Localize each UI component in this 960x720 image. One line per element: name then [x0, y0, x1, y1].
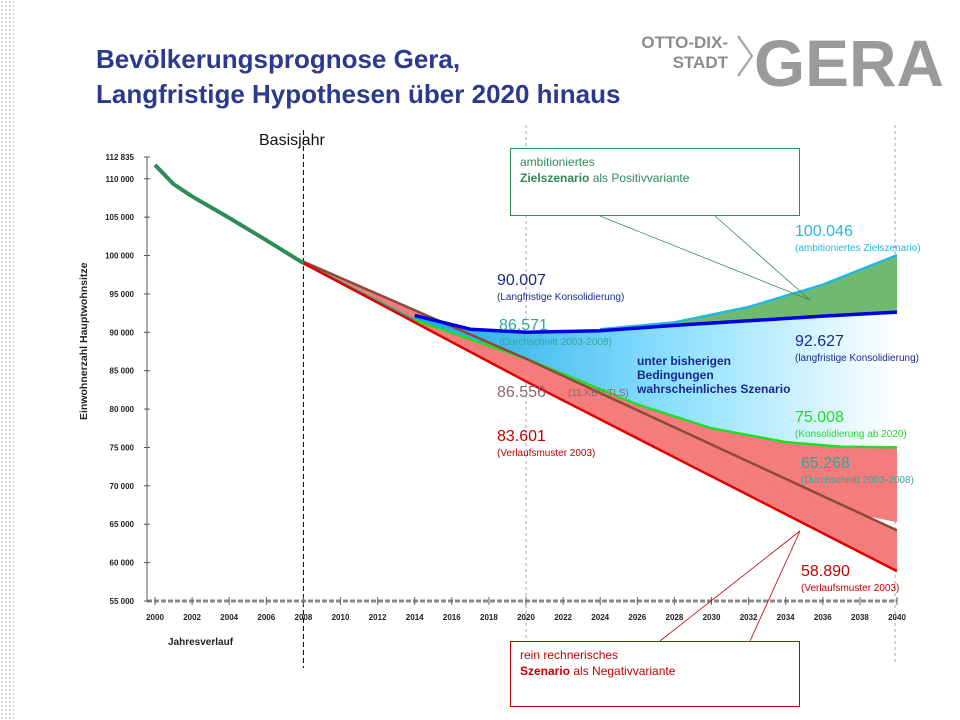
- probable-scenario-text: Bedingungen: [637, 368, 714, 382]
- x-tick-label: 2024: [591, 613, 609, 622]
- page-title: Bevölkerungsprognose Gera, Langfristige …: [96, 42, 620, 112]
- y-tick-label: 75 000: [110, 443, 135, 452]
- positive-leader: [599, 215, 811, 301]
- x-tick-label: 2020: [517, 613, 535, 622]
- value-label: 92.627: [795, 333, 844, 350]
- series-konsolidierung-2020: [302, 262, 898, 449]
- value-desc: (Langfristige Konsolidierung): [497, 292, 624, 303]
- x-tick-label: 2006: [257, 613, 275, 622]
- logo-line-2: STADT: [673, 53, 729, 72]
- axis-ticks: 112 835 110 000 105 000 100 000 95 000 90 000…: [105, 153, 906, 622]
- y-tick-label: 112 835: [106, 153, 135, 162]
- value-label: 86.571: [499, 317, 548, 334]
- probable-scenario-text: unter bisherigen: [637, 354, 731, 368]
- value-desc: (Durchschnitt 2003-2008): [801, 475, 914, 486]
- negative-leader: [659, 530, 801, 642]
- scenario-areas: [303, 255, 897, 572]
- positive-variant-box: ambitioniertes Zielszenario als Positivv…: [510, 148, 800, 216]
- average-area: [414, 320, 897, 523]
- negative-line-1: rein rechnerisches: [520, 648, 619, 662]
- y-tick-label: 105 000: [105, 213, 134, 222]
- y-tick-label: 60 000: [110, 559, 135, 568]
- title-line-1: Bevölkerungsprognose Gera,: [96, 44, 461, 74]
- chart-labels: Jahresverlauf Einwohnerzahl Hauptwohnsitz…: [78, 132, 921, 648]
- logo-separator-icon: [737, 35, 754, 77]
- value-desc: (ambitioniertes Zielszenario): [795, 243, 921, 254]
- negative-bold: Szenario: [520, 664, 571, 678]
- x-tick-label: 2016: [443, 613, 461, 622]
- negative-variant-box: rein rechnerisches Szenario als Negativv…: [510, 641, 800, 707]
- value-label: 90.007: [497, 272, 546, 289]
- x-tick-label: 2004: [220, 613, 238, 622]
- positive-leader: [714, 215, 811, 301]
- x-tick-label: 2034: [777, 613, 795, 622]
- title-line-2: Langfristige Hypothesen über 2020 hinaus: [96, 79, 621, 109]
- callout-leaders: [599, 215, 811, 642]
- value-label: 83.601: [497, 428, 546, 445]
- series-history: [153, 163, 305, 265]
- value-label: 58.890: [801, 563, 850, 580]
- y-tick-label: 95 000: [110, 290, 135, 299]
- x-tick-label: 2008: [295, 613, 313, 622]
- value-label: 86.556: [497, 384, 546, 401]
- y-tick-label: 80 000: [110, 405, 135, 414]
- y-tick-label: 85 000: [110, 367, 135, 376]
- negative-leader: [749, 530, 801, 642]
- basisjahr-label: Basisjahr: [259, 132, 325, 149]
- value-desc: (Durchschnitt 2003-2008): [499, 337, 612, 348]
- y-tick-label: 110 000: [106, 175, 135, 184]
- value-desc: (Konsolidierung ab 2020): [795, 429, 907, 440]
- series-konsolidierung-langfristig: [414, 310, 898, 335]
- x-tick-label: 2000: [146, 613, 164, 622]
- x-axis-label: Jahresverlauf: [168, 637, 234, 648]
- x-tick-label: 2022: [554, 613, 572, 622]
- positive-line-1: ambitioniertes: [520, 155, 595, 169]
- x-tick-label: 2010: [332, 613, 350, 622]
- y-tick-label: 100 000: [105, 252, 134, 261]
- y-tick-label: 90 000: [110, 328, 135, 337]
- y-axis-label: Einwohnerzahl Hauptwohnsitze: [78, 262, 90, 420]
- x-tick-label: 2028: [666, 613, 684, 622]
- x-tick-label: 2026: [628, 613, 646, 622]
- y-tick-label: 70 000: [110, 482, 135, 491]
- probable-area: [414, 312, 897, 448]
- negative-rest: als Negativvariante: [570, 664, 676, 678]
- series-ambitioniert: [600, 254, 898, 331]
- positive-line-2: Zielszenario als Positivvariante: [520, 170, 790, 186]
- value-desc: (Verlaufsmuster 2003): [497, 448, 595, 459]
- x-tick-label: 2014: [406, 613, 424, 622]
- series-lines: [153, 163, 898, 573]
- x-tick-label: 2038: [851, 613, 869, 622]
- value-desc: (langfristige Konsolidierung): [795, 353, 919, 364]
- x-tick-label: 2018: [480, 613, 498, 622]
- probable-scenario-text: wahrscheinliches Szenario: [636, 382, 790, 396]
- x-tick-label: 2036: [814, 613, 832, 622]
- x-tick-label: 2040: [888, 613, 906, 622]
- logo-line-1: OTTO-DIX-: [641, 33, 728, 52]
- negative-area: [303, 261, 897, 572]
- y-tick-label: 65 000: [110, 520, 135, 529]
- positive-rest: als Positivvariante: [589, 171, 690, 185]
- series-kbv: [302, 260, 898, 532]
- value-label: 100.046: [795, 223, 853, 240]
- series-verlaufsmuster: [302, 262, 898, 573]
- value-label: 75.008: [795, 409, 844, 426]
- value-desc: (11.KBV TLS): [568, 388, 629, 399]
- x-tick-label: 2032: [740, 613, 758, 622]
- negative-line-2: Szenario als Negativvariante: [520, 663, 790, 679]
- positive-bold: Zielszenario: [520, 171, 590, 185]
- value-label: 65.268: [801, 455, 850, 472]
- x-tick-label: 2030: [703, 613, 721, 622]
- x-tick-label: 2012: [369, 613, 387, 622]
- y-tick-label: 55 000: [110, 597, 135, 606]
- positive-area: [600, 255, 897, 331]
- logo-word: GERA: [754, 28, 944, 98]
- value-desc: (Verlaufsmuster 2003): [801, 583, 899, 594]
- x-tick-label: 2002: [183, 613, 201, 622]
- gera-logo: OTTO-DIX- STADT GERA: [641, 28, 944, 98]
